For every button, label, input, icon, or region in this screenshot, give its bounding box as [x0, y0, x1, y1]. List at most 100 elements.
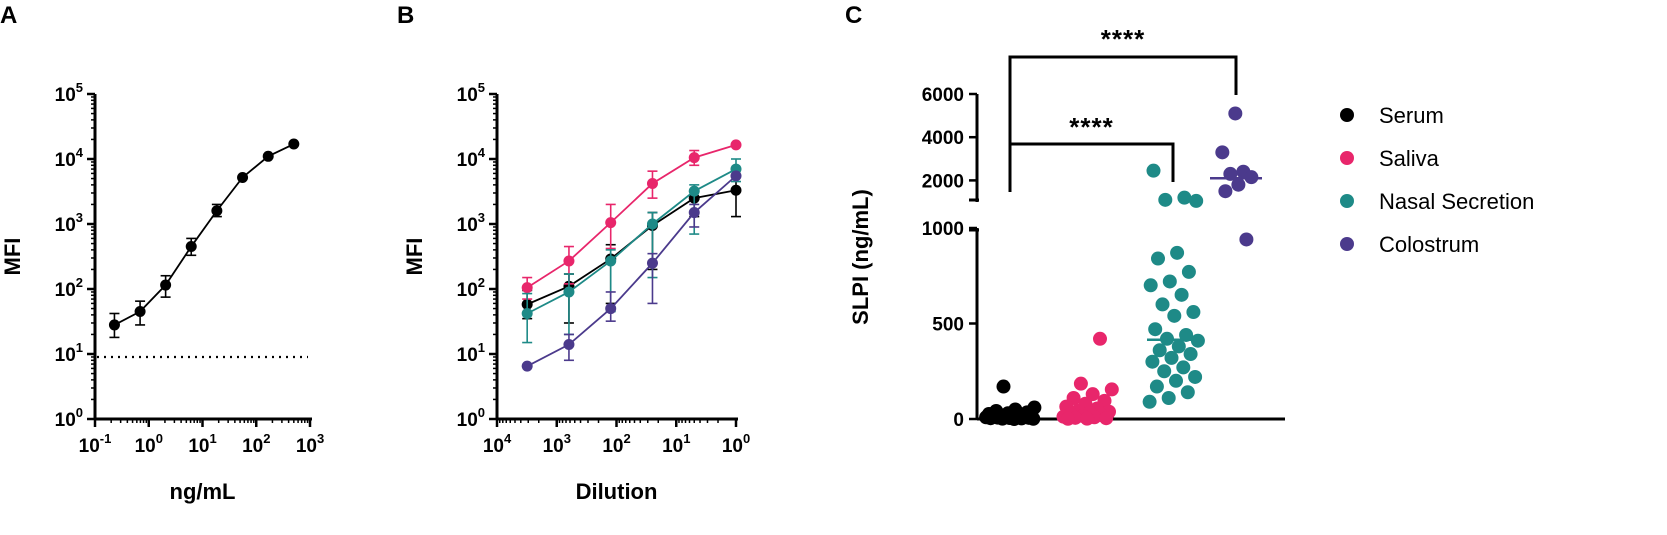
y-tick-label: 103: [457, 210, 485, 236]
data-point: [688, 152, 700, 164]
data-point: [1189, 193, 1204, 208]
x-tick-label: 100: [722, 431, 750, 457]
data-point: [983, 411, 998, 426]
data-point: [521, 360, 533, 372]
data-point: [1186, 305, 1201, 320]
x-tick-label: 100: [135, 431, 163, 457]
y-tick-label: 104: [457, 145, 486, 171]
data-point: [1061, 411, 1075, 426]
series-line: [114, 143, 295, 326]
data-point: [108, 319, 120, 331]
data-point: [185, 241, 197, 253]
data-point: [1171, 339, 1186, 354]
group-saliva: [1056, 331, 1119, 426]
y-tick-label: 1000: [922, 219, 964, 240]
data-point: [1228, 106, 1243, 121]
data-point: [730, 184, 742, 196]
bracket-line: [1008, 55, 1238, 190]
legend-label: Saliva: [1379, 146, 1440, 171]
data-point: [1188, 369, 1203, 384]
data-point: [1174, 287, 1189, 302]
data-point: [1180, 385, 1195, 400]
legend-item-colostrum: Colostrum: [1340, 232, 1479, 257]
legend-item-saliva: Saliva: [1340, 146, 1440, 171]
data-point: [605, 303, 617, 315]
y-tick-label: 102: [55, 275, 83, 301]
y-tick-label: 101: [55, 340, 83, 366]
panel-b-letter: B: [397, 2, 414, 29]
series-colostrum: [521, 170, 742, 372]
group-serum: [979, 379, 1042, 426]
data-point: [160, 279, 172, 291]
x-tick-label: 102: [602, 431, 630, 457]
panel-c-chart: 0 500 1000 2000 4000 6000 SLPI (ng/mL) **** ****…: [848, 24, 1534, 431]
data-point: [1179, 327, 1194, 342]
series-saliva: [521, 139, 742, 300]
data-point: [1177, 190, 1192, 205]
data-point: [1162, 274, 1177, 289]
series-line: [526, 189, 737, 306]
legend-marker: [1340, 194, 1354, 208]
data-point: [262, 150, 274, 162]
data-point: [288, 138, 300, 150]
significance-bracket: ****: [1008, 24, 1238, 190]
x-tick-label: 103: [296, 431, 324, 457]
data-point: [1073, 376, 1088, 391]
data-point: [688, 185, 700, 197]
data-point: [1143, 278, 1158, 293]
series-standard: [108, 138, 300, 339]
y-tick-label: 0: [953, 410, 964, 431]
data-point: [1161, 390, 1176, 405]
data-point: [563, 255, 575, 267]
series-line: [526, 144, 737, 289]
data-point: [1181, 264, 1196, 279]
legend-label: Nasal Secretion: [1379, 189, 1534, 214]
x-tick-label: 101: [662, 431, 690, 457]
data-point: [1152, 343, 1167, 358]
data-point: [1157, 364, 1172, 379]
legend-marker: [1340, 151, 1354, 165]
data-point: [1104, 382, 1119, 397]
panel-a-letter: A: [0, 2, 17, 29]
y-tick-label: 101: [457, 340, 485, 366]
data-point: [730, 139, 742, 151]
panel-b-chart: 100 101 102 103 104 105 104 103 102 101 100 Dilutio…: [402, 80, 750, 504]
data-point: [1151, 251, 1165, 266]
y-tick-label: 103: [55, 210, 83, 236]
data-point: [1085, 387, 1100, 402]
data-point: [730, 170, 742, 182]
significance-label: ****: [1101, 24, 1145, 54]
data-point: [1080, 411, 1095, 426]
y-tick-label: 500: [932, 315, 964, 336]
series-line: [526, 168, 737, 315]
data-point: [1149, 379, 1164, 394]
data-point: [1183, 347, 1198, 362]
x-tick-label: 10-1: [79, 431, 112, 457]
y-tick-label: 6000: [922, 85, 964, 106]
x-tick-label: 101: [188, 431, 216, 457]
data-point: [646, 218, 658, 230]
data-point: [1215, 145, 1230, 160]
data-point: [688, 207, 700, 219]
data-point: [1164, 350, 1179, 365]
data-point: [1026, 411, 1041, 426]
x-tick-label: 104: [483, 431, 512, 457]
legend-item-serum: Serum: [1340, 103, 1444, 128]
data-point: [1146, 163, 1161, 178]
panel-c-letter: C: [845, 2, 862, 29]
series-nasal-secretion: [521, 158, 742, 344]
data-point: [237, 171, 249, 183]
y-tick-label: 105: [55, 80, 83, 106]
data-point: [1145, 354, 1160, 369]
y-tick-label: 100: [55, 405, 83, 431]
significance-bracket: ****: [1008, 112, 1175, 192]
series-line: [526, 175, 737, 367]
y-axis-title: MFI: [402, 238, 427, 276]
x-tick-label: 103: [543, 431, 571, 457]
y-tick-label: 4000: [922, 128, 964, 149]
y-tick-label: 102: [457, 275, 485, 301]
legend-label: Serum: [1379, 103, 1444, 128]
data-point: [1218, 184, 1233, 199]
legend-marker: [1340, 108, 1354, 122]
